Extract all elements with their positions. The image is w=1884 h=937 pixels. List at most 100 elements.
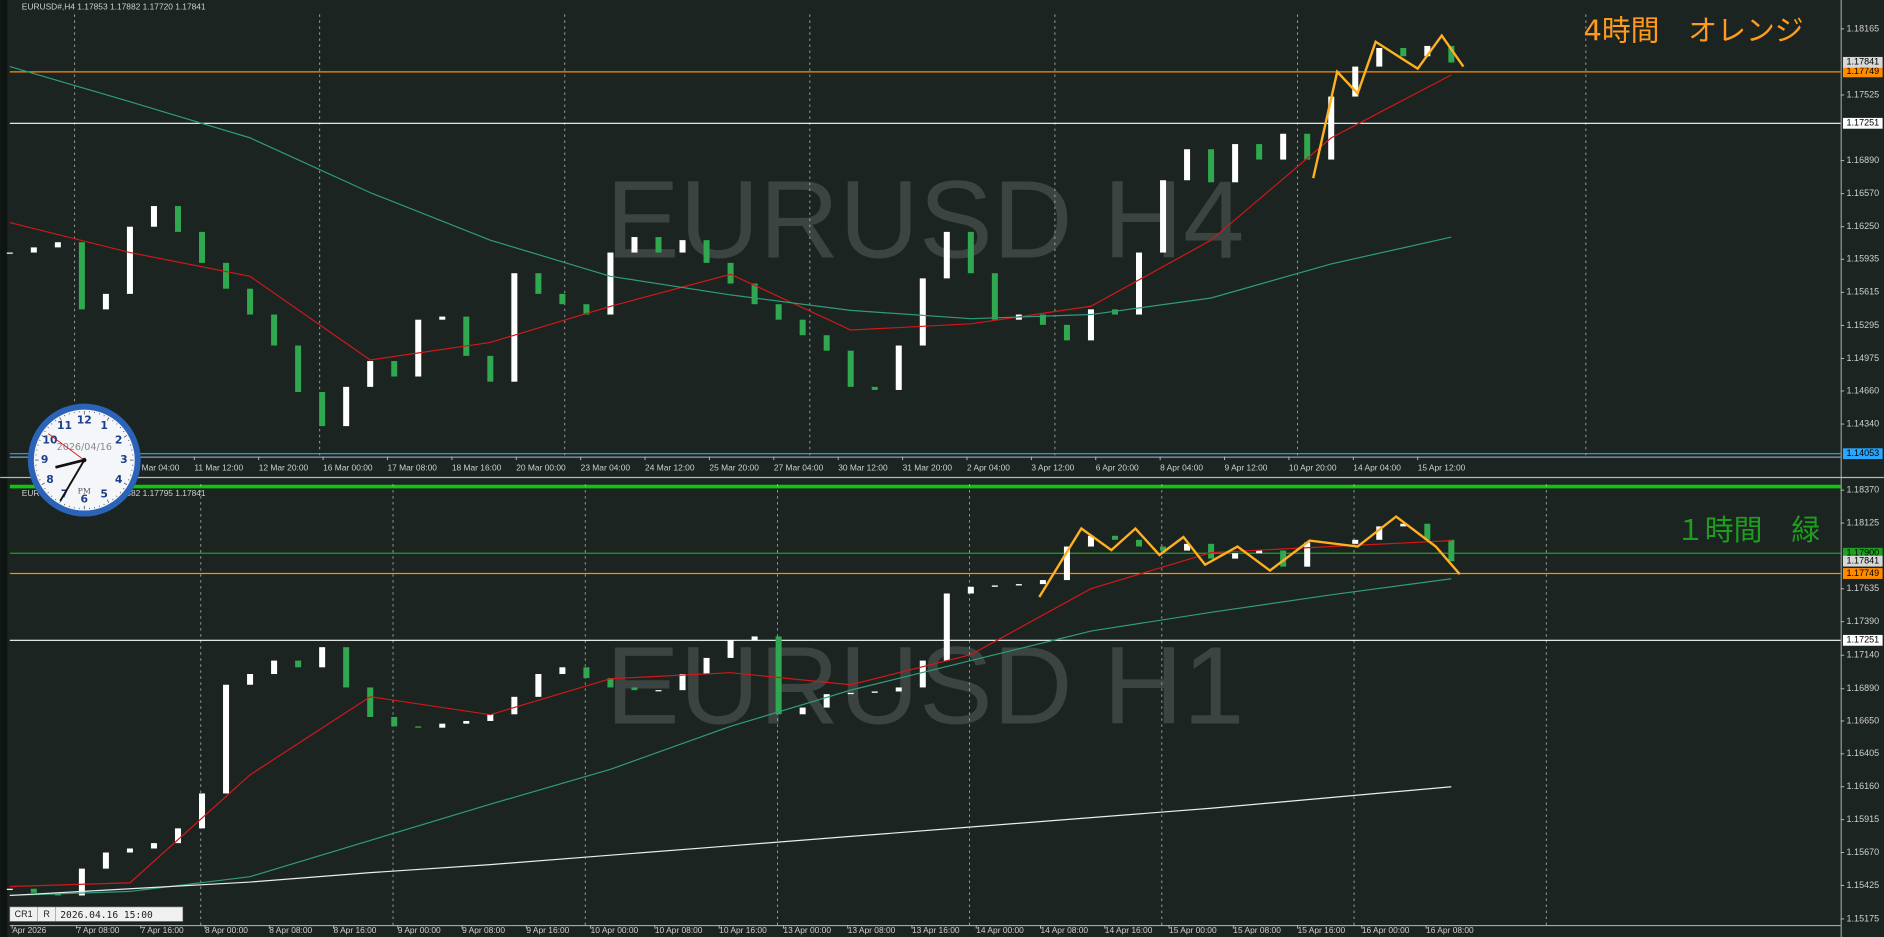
moving-average [9, 66, 1452, 320]
candle [655, 690, 662, 692]
y-tick-label: 1.17525 [1847, 89, 1880, 99]
candle [1015, 584, 1022, 586]
candle [871, 691, 878, 693]
clock-tick [44, 430, 46, 433]
second-hand [47, 433, 85, 461]
clock-tick [51, 423, 53, 425]
level-label-bg [1842, 117, 1883, 129]
clock-tick [106, 417, 110, 421]
candle [1304, 133, 1311, 160]
x-tick-label: 13 Apr 08:00 [848, 925, 896, 935]
candle [6, 888, 13, 890]
candle [703, 240, 710, 263]
clock-number: 4 [115, 473, 123, 486]
candle [751, 283, 758, 305]
y-tick-label: 1.15615 [1847, 287, 1880, 297]
candle [1184, 149, 1191, 181]
candle [655, 237, 662, 253]
level-label-bg [1842, 568, 1883, 579]
x-tick-label: 8 Apr 08:00 [269, 925, 312, 935]
x-tick-label: 15 Apr 08:00 [1233, 925, 1281, 935]
clock-number: 2 [115, 433, 123, 446]
profile[interactable]: CR1 [15, 909, 33, 919]
price-label-bg [1842, 555, 1883, 567]
candle [1328, 96, 1335, 160]
y-tick-label: 1.18125 [1847, 517, 1880, 527]
candle [487, 355, 494, 382]
y-tick-label: 1.16650 [1847, 715, 1880, 725]
candle [415, 319, 422, 377]
candle [919, 278, 926, 346]
clock: 2026/04/16 PM 121234567891011 [27, 403, 141, 517]
clock-number: 1 [100, 419, 108, 432]
x-tick-label: 9 Apr 00:00 [398, 925, 441, 935]
minute-hand [59, 459, 86, 502]
level-label-bg [1842, 448, 1883, 460]
candle [247, 288, 254, 315]
candle [799, 707, 806, 715]
candle [895, 687, 902, 692]
x-tick-label: 9 Apr 12:00 [1225, 463, 1268, 473]
candle [126, 226, 133, 294]
candle [679, 240, 686, 253]
candle [271, 660, 278, 675]
candle [319, 647, 326, 668]
clock-tick [44, 488, 46, 490]
candle [919, 660, 926, 688]
candle [1039, 314, 1046, 325]
clock-tick [116, 423, 118, 425]
candle [199, 793, 206, 829]
candle [1232, 144, 1239, 183]
candle [1087, 309, 1094, 341]
level-label: 1.14053 [1847, 448, 1880, 458]
candle [1352, 66, 1359, 97]
clock-tick [51, 495, 53, 497]
candle [102, 293, 109, 310]
candle [247, 674, 254, 685]
x-tick-label: 10 Apr 16:00 [719, 925, 767, 935]
candle [703, 657, 710, 675]
zigzag [1038, 515, 1461, 598]
y-tick-label: 1.15935 [1847, 254, 1880, 264]
mode[interactable]: R [43, 909, 50, 919]
level-label-bg [1842, 547, 1883, 559]
x-tick-label: 10 Apr 00:00 [591, 925, 639, 935]
x-tick-label: 13 Apr 16:00 [912, 925, 960, 935]
clock-tick [119, 491, 122, 494]
level-label: 1.17251 [1847, 118, 1880, 128]
candle [319, 392, 326, 427]
y-tick-label: 1.18370 [1847, 485, 1880, 495]
y-tick-label: 1.16405 [1847, 748, 1880, 758]
clock-tick [123, 482, 128, 486]
clock-tick [41, 482, 45, 486]
candle [679, 674, 686, 691]
y-tick-label: 1.16570 [1847, 188, 1880, 198]
y-tick-label: 1.18165 [1847, 23, 1880, 33]
status-bar: CR1 R 2026.04.16 15:00 [9, 906, 184, 922]
x-tick-label: 14 Apr 08:00 [1041, 925, 1089, 935]
clock-number: 6 [81, 493, 89, 506]
candle [78, 242, 85, 310]
x-tick-label: 14 Apr 16:00 [1105, 925, 1153, 935]
zigzag [1312, 33, 1465, 179]
clock-tick [47, 426, 49, 429]
candle [1208, 149, 1215, 183]
candle [1063, 324, 1070, 341]
candle [54, 242, 61, 248]
annotation: 4時間 オレンジ [1583, 13, 1803, 47]
candle [631, 687, 638, 691]
candle [487, 714, 494, 721]
candle [367, 361, 374, 387]
x-tick-label: 24 Mar 12:00 [645, 463, 695, 473]
x-tick-label: 7 Apr 16:00 [141, 925, 184, 935]
candle [415, 726, 422, 728]
y-tick-label: 1.14975 [1847, 353, 1880, 363]
candle [391, 361, 398, 377]
candle [535, 273, 542, 294]
candle [1376, 526, 1383, 540]
candle [343, 647, 350, 688]
candle [343, 386, 350, 427]
level-label: 1.17900 [1847, 548, 1880, 558]
candle [727, 262, 734, 284]
